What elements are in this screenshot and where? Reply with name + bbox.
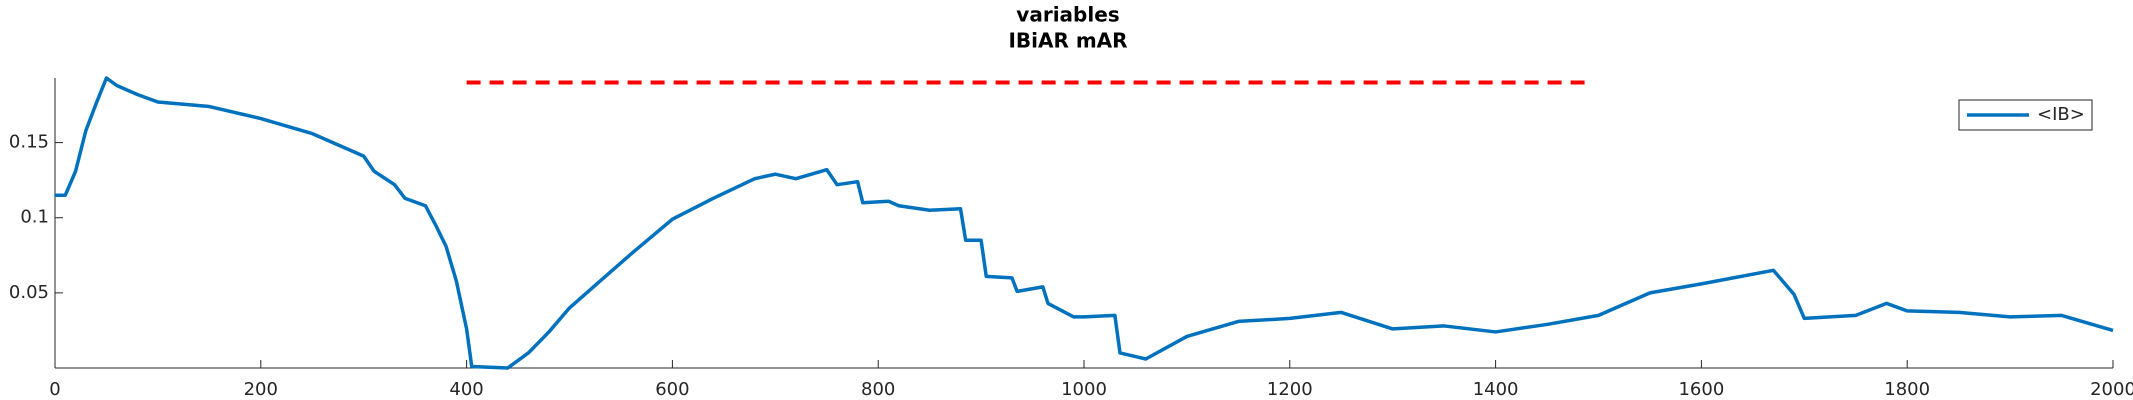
x-tick-label: 800 bbox=[861, 379, 895, 400]
x-tick-label: 200 bbox=[244, 379, 278, 400]
x-tick-label: 0 bbox=[49, 379, 60, 400]
x-tick-label: 1200 bbox=[1267, 379, 1313, 400]
chart-title: variables bbox=[1016, 3, 1119, 27]
x-tick-label: 1800 bbox=[1884, 379, 1930, 400]
x-tick-label: 1400 bbox=[1473, 379, 1519, 400]
x-tick-label: 600 bbox=[655, 379, 689, 400]
y-tick-label: 0.05 bbox=[9, 282, 49, 303]
x-tick-label: 2000 bbox=[2090, 379, 2133, 400]
y-tick-label: 0.15 bbox=[9, 132, 49, 153]
x-tick-label: 400 bbox=[449, 379, 483, 400]
series-line bbox=[55, 76, 2114, 370]
x-tick-label: 1600 bbox=[1678, 379, 1724, 400]
legend-label: <IB> bbox=[2037, 104, 2085, 125]
chart-subtitle: IBiAR mAR bbox=[1008, 29, 1127, 53]
x-tick-label: 1000 bbox=[1061, 379, 1107, 400]
y-tick-label: 0.1 bbox=[20, 207, 49, 228]
